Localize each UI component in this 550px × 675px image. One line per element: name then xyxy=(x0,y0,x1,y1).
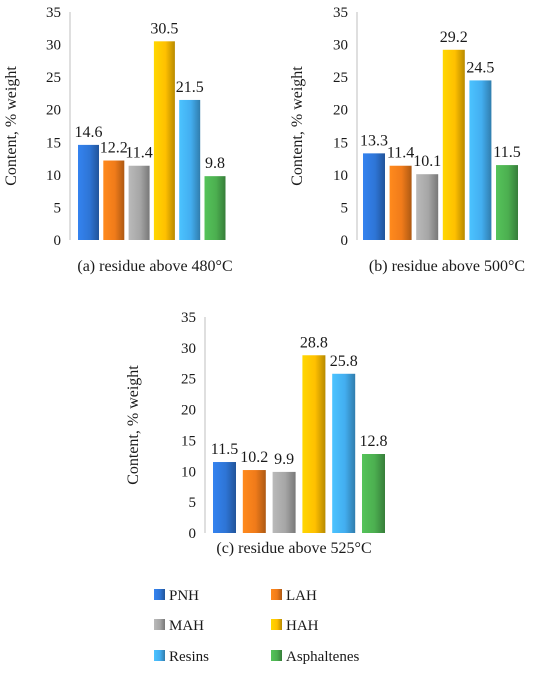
bar-mah xyxy=(272,471,296,533)
data-label: 14.6 xyxy=(75,124,103,141)
data-label: 12.8 xyxy=(360,433,388,450)
bar-asphaltenes xyxy=(362,454,385,533)
legend-swatch-lah xyxy=(271,589,282,600)
bar-hah xyxy=(442,49,465,241)
legend-swatch-asphaltenes xyxy=(271,650,282,661)
y-tick-label: 35 xyxy=(333,5,348,21)
legend-label-lah: LAH xyxy=(286,588,317,604)
bar-hah xyxy=(153,41,175,240)
data-label: 11.5 xyxy=(493,144,520,161)
bar-hah xyxy=(302,355,326,533)
data-label: 24.5 xyxy=(466,59,494,76)
y-tick-label: 15 xyxy=(46,135,61,151)
y-tick-label: 10 xyxy=(181,464,196,480)
chart-panel-3: 0 5 10 15 20 25 30 35 11.5 10.2 9.9 28.825.8 12.8 Con… xyxy=(125,310,388,557)
legend-swatch-pnh xyxy=(154,589,165,600)
bar-pnh xyxy=(213,462,236,533)
y-axis-title: Content, % weight xyxy=(125,365,142,485)
data-label: 10.2 xyxy=(240,449,268,466)
data-label: 29.2 xyxy=(440,29,468,46)
y-tick-label: 30 xyxy=(181,341,196,357)
data-label: 13.3 xyxy=(360,132,388,149)
y-tick-label: 35 xyxy=(181,310,196,326)
bar-resins xyxy=(469,80,492,241)
legend-label-resins: Resins xyxy=(169,649,209,665)
bar-pnh xyxy=(363,153,385,240)
bar-resins xyxy=(179,99,201,240)
legend-label-asphaltenes: Asphaltenes xyxy=(286,649,359,665)
y-tick-label: 20 xyxy=(333,103,348,119)
chart-caption: (b) residue above 500°C xyxy=(369,258,525,275)
y-tick-label: 30 xyxy=(46,38,61,54)
y-tick-label: 5 xyxy=(341,200,349,216)
data-label: 10.1 xyxy=(413,153,441,170)
bar-lah xyxy=(389,165,412,240)
y-tick-label: 30 xyxy=(333,38,348,54)
bar-pnh xyxy=(78,144,99,240)
y-tick-label: 35 xyxy=(46,5,61,21)
data-label: 11.4 xyxy=(387,145,414,162)
y-tick-label: 0 xyxy=(54,233,62,249)
bar-mah xyxy=(128,165,150,240)
data-label: 9.9 xyxy=(274,451,294,468)
y-tick-label: 25 xyxy=(46,70,61,86)
y-axis-title: Content, % weight xyxy=(289,66,306,186)
chart-panel-1: 0 5 10 15 20 25 30 35 14.612.211.4 30.5 21.5 9.8 Con… xyxy=(3,5,233,275)
bar-lah xyxy=(103,160,125,240)
chart-panel-2: 0 5 10 15 20 25 30 35 13.311.410.1 29.2 24.5 11.5 Co… xyxy=(289,5,525,275)
bar-mah xyxy=(416,174,439,240)
y-tick-label: 0 xyxy=(341,233,349,249)
data-label: 28.8 xyxy=(300,334,328,351)
bar-lah xyxy=(242,470,266,533)
data-label: 12.2 xyxy=(100,140,128,157)
bar-resins xyxy=(332,373,356,533)
y-tick-label: 20 xyxy=(181,403,196,419)
legend-swatch-hah xyxy=(271,619,282,630)
legend-label-mah: MAH xyxy=(169,618,204,634)
data-label: 11.4 xyxy=(125,145,152,162)
y-tick-label: 0 xyxy=(189,526,197,542)
y-tick-label: 5 xyxy=(189,495,197,511)
y-tick-label: 15 xyxy=(181,433,196,449)
bar-asphaltenes xyxy=(496,165,518,240)
y-tick-label: 5 xyxy=(54,200,62,216)
y-tick-label: 20 xyxy=(46,103,61,119)
y-axis-title: Content, % weight xyxy=(3,66,20,186)
legend-swatch-mah xyxy=(154,619,165,630)
legend-label-hah: HAH xyxy=(286,618,319,634)
y-tick-label: 10 xyxy=(333,168,348,184)
y-tick-label: 10 xyxy=(46,168,61,184)
data-label: 25.8 xyxy=(330,353,358,370)
data-label: 21.5 xyxy=(176,79,204,96)
y-tick-label: 25 xyxy=(181,372,196,388)
legend-label-pnh: PNH xyxy=(169,588,199,604)
chart-caption: (c) residue above 525°C xyxy=(216,540,371,557)
bar-asphaltenes xyxy=(204,176,226,240)
data-label: 30.5 xyxy=(150,20,178,37)
legend: PNH LAH MAH HAH Resins Asphaltenes xyxy=(154,588,359,665)
chart-caption: (a) residue above 480°C xyxy=(77,258,232,275)
legend-swatch-resins xyxy=(154,650,165,661)
y-tick-label: 25 xyxy=(333,70,348,86)
data-label: 9.8 xyxy=(205,155,225,172)
data-label: 11.5 xyxy=(211,441,238,458)
y-tick-label: 15 xyxy=(333,135,348,151)
